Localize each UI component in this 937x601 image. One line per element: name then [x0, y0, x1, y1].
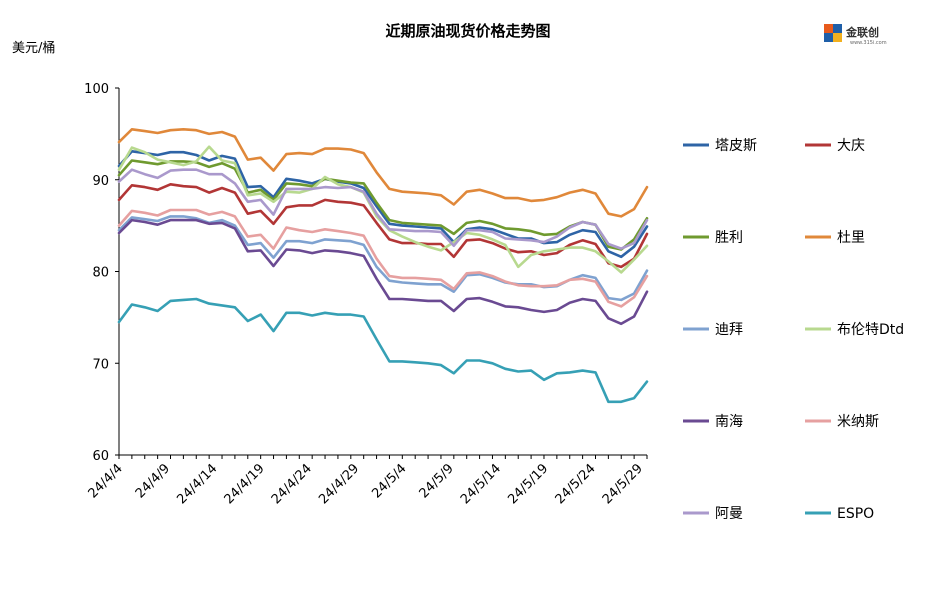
logo-mark-icon — [824, 24, 842, 42]
x-tick-label: 24/5/29 — [600, 461, 646, 507]
legend-label: 迪拜 — [715, 322, 743, 338]
series-line-3 — [117, 159, 649, 251]
x-tick-label: 24/4/4 — [86, 461, 126, 501]
legend-label: 布伦特Dtd — [837, 322, 904, 338]
y-tick-label: 60 — [92, 449, 109, 464]
series-line-9 — [117, 168, 649, 250]
x-tick-label: 24/4/14 — [174, 461, 220, 507]
legend-label: ESPO — [837, 506, 874, 522]
logo-subtext: www.315i.com — [850, 40, 887, 46]
legend-label: 米纳斯 — [837, 414, 879, 430]
x-tick-label: 24/4/9 — [133, 461, 173, 501]
series-line-8 — [117, 208, 649, 308]
legend-label: 塔皮斯 — [715, 138, 757, 154]
legend-label: 杜里 — [837, 230, 865, 246]
y-tick-label: 80 — [92, 266, 109, 281]
series-line-2 — [117, 183, 649, 269]
y-tick-label: 100 — [84, 82, 109, 97]
x-tick-label: 24/5/24 — [553, 461, 599, 507]
series-line-7 — [117, 218, 649, 326]
y-axis-unit-label: 美元/桶 — [12, 41, 55, 56]
x-tick-label: 24/5/14 — [458, 461, 504, 507]
x-tick-label: 24/5/9 — [417, 461, 457, 501]
y-tick-label: 70 — [92, 357, 109, 372]
x-tick-label: 24/4/19 — [222, 461, 268, 507]
x-tick-label: 24/4/29 — [316, 461, 362, 507]
series-line-10 — [117, 297, 649, 404]
logo-name: 金联创 — [845, 25, 879, 39]
brand-logo: 金联创 www.315i.com — [824, 24, 887, 46]
legend-label: 大庆 — [837, 138, 865, 154]
y-tick-label: 90 — [92, 174, 109, 189]
legend-label: 胜利 — [715, 230, 743, 246]
x-tick-label: 24/5/19 — [505, 461, 551, 507]
series-line-1 — [117, 150, 649, 259]
chart-title: 近期原油现货价格走势图 — [385, 22, 550, 40]
x-tick-label: 24/4/24 — [269, 461, 315, 507]
x-tick-label: 24/5/4 — [369, 461, 409, 501]
plot-area — [117, 128, 649, 404]
legend-label: 阿曼 — [715, 506, 743, 522]
series-line-4 — [117, 128, 649, 218]
legend-label: 南海 — [715, 414, 743, 430]
